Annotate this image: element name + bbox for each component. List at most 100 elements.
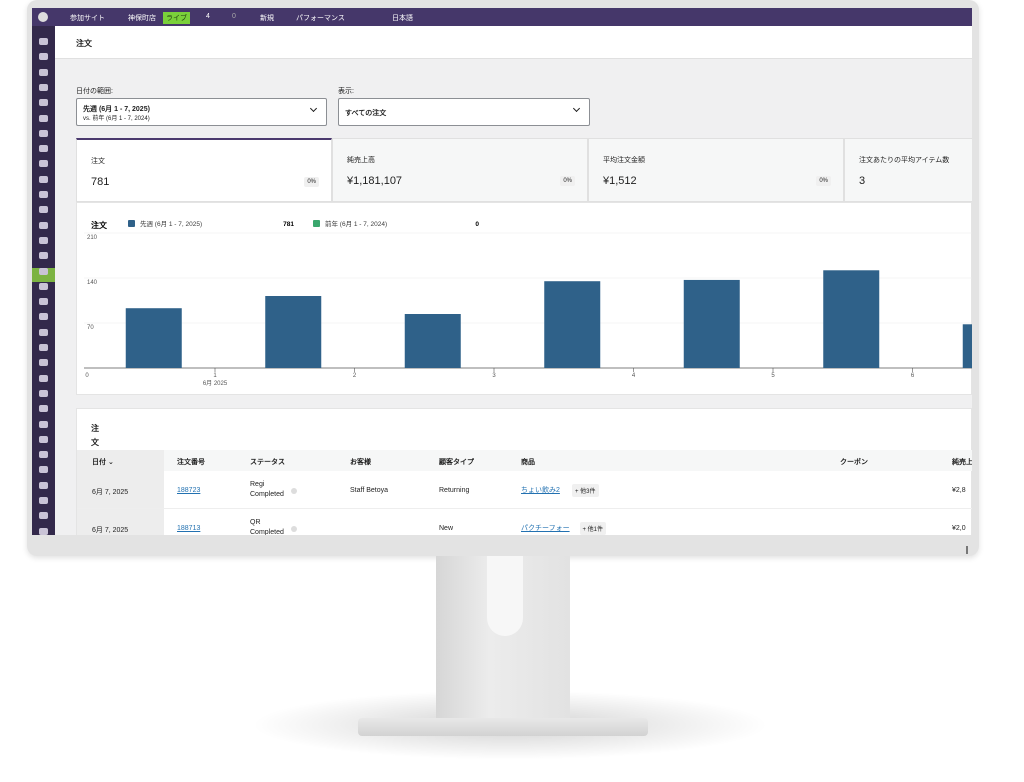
y-tick-label: 70 [87,325,94,331]
menu-icon[interactable] [39,298,48,306]
language-menu[interactable]: 日本語 [392,15,413,22]
updates-count[interactable]: 4 [206,13,210,20]
date-range-label: 日付の範囲: [76,88,113,95]
menu-icon[interactable] [39,221,48,229]
card-delta: 0% [304,177,319,187]
bar [404,314,461,368]
customer-type: Returning [439,487,470,494]
legend-label: 先週 (6月 1 - 7, 2025) [140,219,202,228]
chart-panel: 注文 先週 (6月 1 - 7, 2025) 781 前年 (6月 1 - 7, 20… [76,202,972,395]
customer-type: New [439,525,454,532]
menu-icon[interactable] [39,206,48,214]
date-column-bg [77,450,164,535]
menu-icon[interactable] [39,313,48,321]
order-status: Completed [250,491,284,498]
new-menu[interactable]: 新規 [260,15,274,22]
neck-cutout [487,556,523,636]
status-dot [291,526,297,532]
column-header[interactable]: 日付 ⌄ [92,459,114,466]
more-products[interactable]: + 他3件 [572,484,599,497]
menu-icon[interactable] [39,267,48,275]
summary-card[interactable]: 平均注文金額 ¥1,512 0% [588,138,844,202]
order-status: Completed [250,529,284,535]
order-status: QR [250,519,261,526]
bar [823,270,880,368]
order-status: Regi [250,481,265,488]
legend-swatch [128,220,135,227]
menu-icon[interactable] [39,405,48,413]
menu-icon[interactable] [39,114,48,122]
admin-sidebar [32,26,55,535]
menu-icon[interactable] [39,435,48,443]
chart-title: 注文 [91,220,108,230]
bar [544,281,601,368]
card-value: 781 [91,176,110,188]
x-tick-label: 0 [85,373,89,379]
summary-card[interactable]: 注文 781 0% [76,138,332,202]
screen: 参加サイト 神保町店 ライブ 4 0 新規 パフォーマンス 日本語 注文 日付の… [32,8,972,535]
card-delta: 0% [560,176,575,186]
bar [683,279,740,368]
summary-card[interactable]: 純売上高 ¥1,181,107 0% [332,138,588,202]
menu-icon[interactable] [39,466,48,474]
menu-icon[interactable] [39,68,48,76]
menu-icon[interactable] [39,282,48,290]
menu-icon[interactable] [39,359,48,367]
x-tick-label: 2 [353,373,357,379]
menu-icon[interactable] [39,53,48,61]
order-date: 6月 7, 2025 [92,527,129,534]
menu-icon[interactable] [39,236,48,244]
show-select[interactable]: すべての注文 [338,98,590,126]
column-header: 商品 [521,459,535,466]
column-header: 顧客タイプ [439,459,474,466]
x-tick-label: 4 [632,373,636,379]
site-menu[interactable]: 参加サイト [70,15,105,22]
store-link[interactable]: 神保町店 [128,15,156,22]
x-tick-label: 3 [492,373,496,379]
order-number[interactable]: 188713 [177,525,201,532]
chevron [572,104,581,113]
summary-card[interactable]: 注文あたりの平均アイテム数 3 [844,138,972,202]
card-value: ¥1,512 [603,175,637,187]
menu-icon[interactable] [39,175,48,183]
wp-logo[interactable] [38,12,48,22]
performance-menu[interactable]: パフォーマンス [296,15,345,22]
comments-count[interactable]: 0 [232,13,236,20]
menu-icon[interactable] [39,420,48,428]
menu-icon[interactable] [39,191,48,198]
product[interactable]: ちょい飲み2 [521,487,560,494]
chart: 注文 先週 (6月 1 - 7, 2025) 781 前年 (6月 1 - 7, 20… [84,219,972,387]
live-badge: ライブ [163,12,190,24]
menu-icon[interactable] [39,512,48,520]
menu-icon[interactable] [39,389,48,397]
menu-icon[interactable] [39,38,48,45]
menu-icon[interactable] [39,99,48,107]
menu-icon[interactable] [39,497,48,504]
active-menu[interactable] [32,268,55,282]
menu-icon[interactable] [39,481,48,489]
menu-icon[interactable] [39,328,48,336]
menu-icon[interactable] [39,145,48,153]
menu-icon[interactable] [39,374,48,382]
menu-icon[interactable] [39,129,48,137]
menu-icon[interactable] [39,344,48,351]
status-dot [291,488,297,494]
menu-icon[interactable] [39,451,48,459]
date-range-value: 先週 (6月 1 - 7, 2025) [83,106,150,113]
product[interactable]: パクチーフォー [521,525,570,532]
orders-table-panel: 注文 日付 ⌄注文番号ステータスお客様顧客タイプ商品販売済み商品クーポン純売上6… [76,408,972,535]
menu-icon[interactable] [39,83,48,91]
card-label: 注文あたりの平均アイテム数 [859,157,950,164]
x-tick-label: 6 [911,373,915,379]
bar [265,296,322,368]
menu-icon[interactable] [39,252,48,260]
page-title: 注文 [76,39,92,48]
date-range-select[interactable]: 先週 (6月 1 - 7, 2025) vs. 前年 (6月 1 - 7, 20… [76,98,327,126]
menu-icon[interactable] [39,160,48,168]
order-number[interactable]: 188723 [177,487,201,494]
y-tick-label: 140 [87,280,98,286]
menu-icon[interactable] [39,527,48,535]
more-products[interactable]: + 他1件 [579,522,607,535]
page-header: 注文 [55,26,972,59]
